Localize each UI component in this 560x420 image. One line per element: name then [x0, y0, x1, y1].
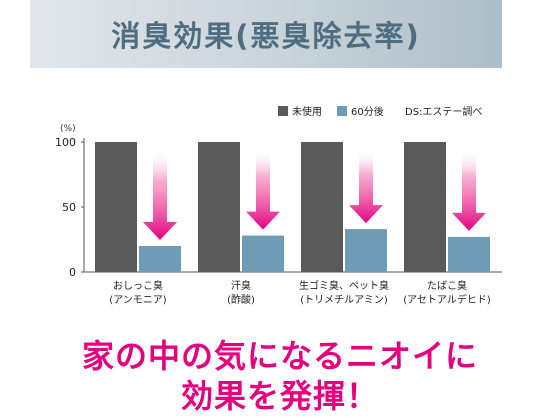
slogan-line-2: 効果を発揮！ [180, 377, 379, 415]
category-label: おしっこ臭 [113, 279, 163, 292]
footer-slogan: 家の中の気になるニオイに 効果を発揮！ [0, 336, 560, 416]
bar-after [139, 246, 181, 272]
category-sublabel: (アンモニア) [109, 295, 167, 306]
legend-swatch [278, 106, 288, 116]
header-banner: 消臭効果(悪臭除去率) [30, 0, 502, 68]
bar-before [404, 142, 446, 272]
bar-before [95, 142, 137, 272]
category-label: たばこ臭 [427, 279, 467, 292]
bar-before [198, 142, 240, 272]
category-label: 生ゴミ臭、ペット臭 [299, 279, 389, 292]
y-tick-label: 0 [69, 266, 76, 279]
reduction-arrow [452, 148, 486, 231]
chart-source-note: DS:エステー調べ [405, 105, 482, 118]
reduction-arrow [143, 148, 177, 240]
reduction-arrow [246, 148, 280, 230]
bar-after [242, 235, 284, 272]
category-sublabel: (アセトアルデヒド) [403, 293, 491, 306]
bar-after [345, 229, 387, 272]
bar-after [448, 236, 490, 272]
reduction-arrow [349, 148, 383, 224]
y-unit-label: (%) [60, 124, 76, 134]
y-tick-label: 50 [62, 201, 76, 214]
category-label: 汗臭 [231, 279, 251, 292]
legend-label: 未使用 [292, 105, 322, 118]
category-sublabel: (酢酸) [227, 293, 255, 306]
y-tick-label: 100 [55, 136, 76, 149]
bar-before [301, 142, 343, 272]
legend-label: 60分後 [351, 105, 384, 118]
page-title: 消臭効果(悪臭除去率) [111, 19, 421, 53]
slogan-line-1: 家の中の気になるニオイに [81, 337, 478, 375]
category-sublabel: (トリメチルアミン) [300, 294, 388, 306]
legend-swatch [337, 106, 347, 116]
